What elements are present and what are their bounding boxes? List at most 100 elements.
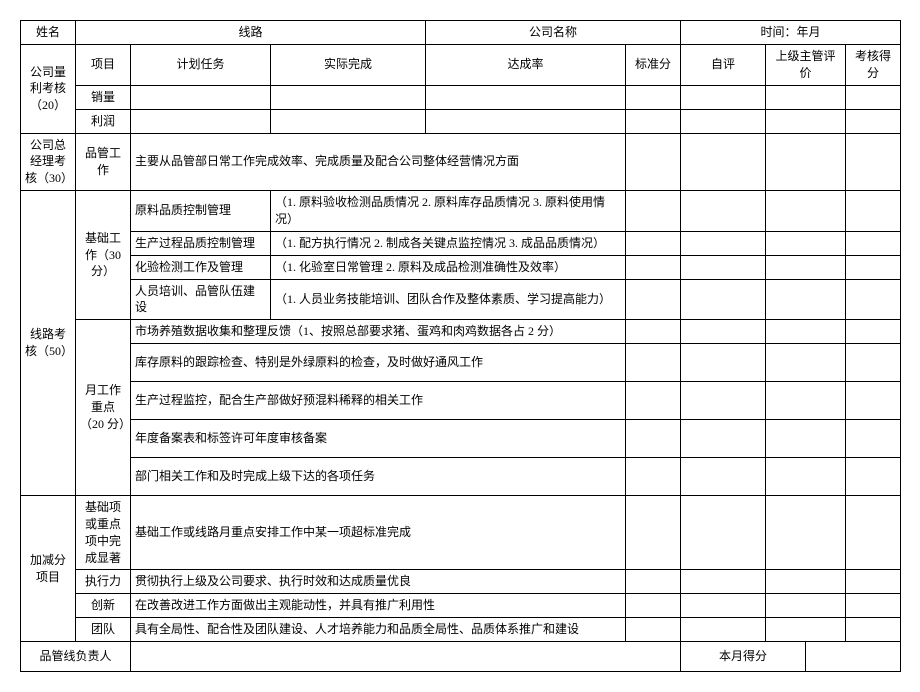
cell xyxy=(271,85,426,109)
basic-r3b: （1. 化验室日常管理 2. 原料及成品检测准确性及效率） xyxy=(271,255,626,279)
col-self: 自评 xyxy=(681,45,766,86)
col-supervisor: 上级主管评价 xyxy=(766,45,846,86)
cell xyxy=(766,570,846,594)
assessment-table: 姓名 线路 公司名称 时间：年月 公司量利考核（20） 项目 计划任务 实际完成… xyxy=(20,20,901,672)
cell xyxy=(766,109,846,133)
section2-row-label: 品管工作 xyxy=(76,133,131,190)
cell xyxy=(766,344,846,382)
cell xyxy=(626,618,681,642)
cell xyxy=(846,382,901,420)
monthly-r5: 部门相关工作和及时完成上级下达的各项任务 xyxy=(131,458,626,496)
cell xyxy=(626,109,681,133)
cell xyxy=(846,344,901,382)
basic-label: 基础工作（30 分） xyxy=(76,190,131,319)
cell xyxy=(846,420,901,458)
col-project: 项目 xyxy=(76,45,131,86)
cell xyxy=(626,320,681,344)
time-label: 时间：年月 xyxy=(681,21,901,45)
col-actual: 实际完成 xyxy=(271,45,426,86)
section1-title: 公司量利考核（20） xyxy=(21,45,76,134)
cell xyxy=(766,320,846,344)
col-rate: 达成率 xyxy=(426,45,626,86)
basic-r1a: 原料品质控制管理 xyxy=(131,190,271,231)
cell xyxy=(626,496,681,570)
monthly-r4: 年度备案表和标签许可年度审核备案 xyxy=(131,420,626,458)
section3-title: 线路考核（50） xyxy=(21,190,76,495)
cell xyxy=(626,85,681,109)
s4-r4-label: 团队 xyxy=(76,618,131,642)
cell xyxy=(681,344,766,382)
footer-left: 品管线负责人 xyxy=(21,642,131,672)
cell xyxy=(681,133,766,190)
cell xyxy=(766,594,846,618)
cell xyxy=(626,458,681,496)
cell xyxy=(626,133,681,190)
cell xyxy=(681,570,766,594)
monthly-r1: 市场养殖数据收集和整理反馈（1、按照总部要求猪、蛋鸡和肉鸡数据各占 2 分） xyxy=(131,320,626,344)
cell xyxy=(626,190,681,231)
cell xyxy=(846,133,901,190)
cell xyxy=(766,420,846,458)
basic-r2b: （1. 配方执行情况 2. 制成各关键点监控情况 3. 成品品质情况） xyxy=(271,231,626,255)
cell xyxy=(681,496,766,570)
footer-right: 本月得分 xyxy=(681,642,806,672)
footer-right-value xyxy=(806,642,901,672)
cell xyxy=(846,458,901,496)
cell xyxy=(766,133,846,190)
cell xyxy=(681,231,766,255)
cell xyxy=(271,109,426,133)
section2-title: 公司总经理考核（30） xyxy=(21,133,76,190)
s4-r2-text: 贯彻执行上级及公司要求、执行时效和达成质量优良 xyxy=(131,570,626,594)
cell xyxy=(846,109,901,133)
cell xyxy=(766,231,846,255)
cell xyxy=(766,279,846,320)
cell xyxy=(681,279,766,320)
cell xyxy=(131,85,271,109)
cell xyxy=(681,190,766,231)
cell xyxy=(626,344,681,382)
cell xyxy=(626,382,681,420)
cell xyxy=(846,570,901,594)
cell xyxy=(626,594,681,618)
col-plan: 计划任务 xyxy=(131,45,271,86)
cell xyxy=(846,594,901,618)
s4-r3-label: 创新 xyxy=(76,594,131,618)
section4-title: 加减分项目 xyxy=(21,496,76,642)
col-score: 考核得分 xyxy=(846,45,901,86)
cell xyxy=(766,618,846,642)
name-label: 姓名 xyxy=(21,21,76,45)
cell xyxy=(846,85,901,109)
cell xyxy=(131,109,271,133)
cell xyxy=(681,458,766,496)
col-std: 标准分 xyxy=(626,45,681,86)
row-profit: 利润 xyxy=(76,109,131,133)
cell xyxy=(846,231,901,255)
cell xyxy=(681,420,766,458)
cell xyxy=(681,320,766,344)
cell xyxy=(626,279,681,320)
cell xyxy=(766,255,846,279)
cell xyxy=(846,255,901,279)
s4-r2-label: 执行力 xyxy=(76,570,131,594)
cell xyxy=(846,190,901,231)
monthly-r2: 库存原料的跟踪检查、特别是外绿原料的检查，及时做好通风工作 xyxy=(131,344,626,382)
cell xyxy=(626,255,681,279)
cell xyxy=(681,109,766,133)
cell xyxy=(766,85,846,109)
monthly-r3: 生产过程监控，配合生产部做好预混料稀释的相关工作 xyxy=(131,382,626,420)
cell xyxy=(626,570,681,594)
basic-r2a: 生产过程品质控制管理 xyxy=(131,231,271,255)
basic-r3a: 化验检测工作及管理 xyxy=(131,255,271,279)
cell xyxy=(681,382,766,420)
cell xyxy=(846,320,901,344)
footer-left-value xyxy=(131,642,681,672)
company-label: 公司名称 xyxy=(426,21,681,45)
cell xyxy=(766,382,846,420)
cell xyxy=(681,85,766,109)
basic-r4a: 人员培训、品管队伍建设 xyxy=(131,279,271,320)
cell xyxy=(766,458,846,496)
cell xyxy=(681,594,766,618)
cell xyxy=(626,420,681,458)
s4-r4-text: 具有全局性、配合性及团队建设、人才培养能力和品质全局性、品质体系推广和建设 xyxy=(131,618,626,642)
cell xyxy=(681,255,766,279)
